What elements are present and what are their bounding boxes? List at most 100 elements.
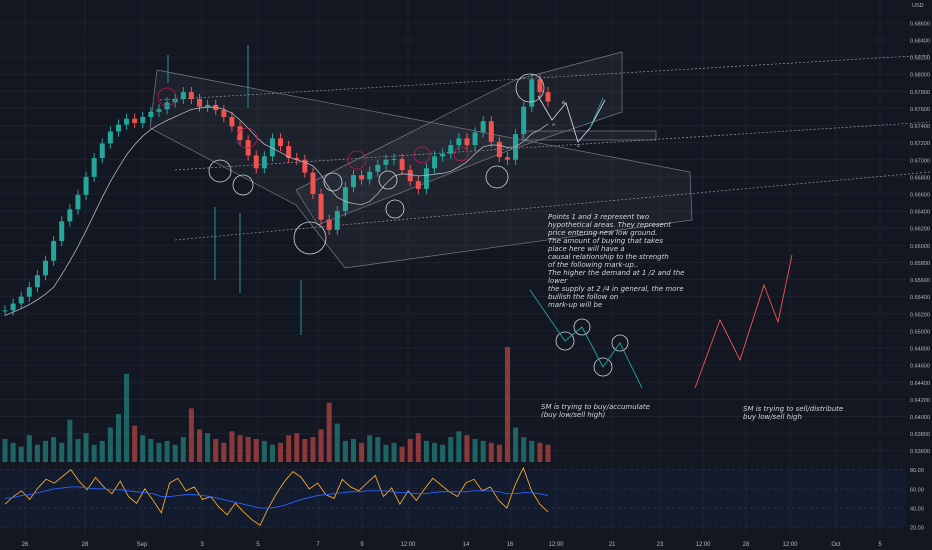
annotation-circles [157, 73, 629, 377]
candle-body [115, 124, 121, 132]
volume-bar [261, 440, 267, 462]
candle-body [521, 106, 527, 135]
x-tick-label: 12:00 [548, 542, 564, 548]
volume-bar [245, 437, 251, 462]
candle-body [407, 170, 413, 182]
candle-body [391, 158, 397, 160]
volume-bar [407, 439, 413, 462]
volume-bar [472, 439, 478, 462]
x-tick-label: 12:00 [400, 542, 416, 548]
volume-bar [383, 444, 389, 462]
volume-bar [496, 444, 502, 462]
candle-body [383, 159, 389, 165]
main-annotation-text: Points 1 and 3 represent two hypothetica… [548, 213, 685, 309]
volume-bar [197, 429, 203, 462]
y-tick-label: 0.64200 [910, 398, 930, 404]
volume-bar [205, 433, 211, 462]
volume-bar [132, 425, 138, 462]
volume-bar [99, 440, 105, 462]
candle-body [529, 79, 535, 107]
candle-body [59, 221, 65, 242]
x-tick-label: 12:00 [695, 542, 711, 548]
accumulation-path [529, 289, 643, 389]
volume-bar [326, 402, 332, 462]
annotation-circle [573, 318, 591, 336]
candle-body [375, 164, 381, 172]
y-tick-label: 0.66000 [910, 244, 930, 250]
volume-bar [286, 435, 292, 462]
y-tick-label: 0.68400 [910, 38, 930, 44]
candle-body [504, 157, 510, 160]
descending-channel [149, 69, 693, 269]
volume-bar [432, 442, 438, 462]
volume-bar [310, 437, 316, 462]
candle-body [480, 121, 486, 133]
volume-bar [237, 435, 243, 462]
volume-bar [221, 442, 227, 462]
annotation-circle [236, 127, 258, 149]
candle-body [91, 158, 97, 177]
volume-bar [213, 439, 219, 462]
accumulate-annotation-text: SM is trying to buy/accumulate (buy low/… [541, 403, 650, 419]
x-tick-label: 28 [82, 542, 89, 548]
volume-bar [67, 419, 73, 462]
volume-bar [188, 408, 194, 462]
target-zone [521, 130, 657, 141]
candle-body [43, 260, 49, 276]
annotation-circle [485, 165, 509, 189]
y-tick-label: 0.66400 [910, 210, 930, 216]
y-tick-label: 0.65000 [910, 329, 930, 335]
volume-bar [367, 435, 373, 462]
annotation-circle [515, 73, 545, 103]
candle-body [537, 79, 543, 93]
y-tick-label: 0.66800 [910, 175, 930, 181]
y-tick-label: 0.65200 [910, 312, 930, 318]
wave-point-label: B [562, 100, 565, 105]
y-tick-label: 0.67600 [910, 107, 930, 113]
candle-body [496, 141, 502, 158]
candle-body [432, 156, 438, 169]
annotation-circle [232, 174, 254, 196]
y-tick-label: 0.65800 [910, 261, 930, 267]
price-candles [2, 74, 551, 316]
volume-bar [334, 423, 340, 462]
y-tick-label: 0.64800 [910, 347, 930, 353]
annotation-circle [157, 87, 177, 107]
volume-bar [59, 442, 65, 462]
volume-bar [529, 440, 535, 462]
volume-bar [43, 440, 49, 462]
candle-body [302, 159, 308, 173]
volume-bar [480, 440, 486, 462]
candle-body [83, 176, 89, 195]
candle-body [415, 181, 421, 189]
volume-bar [350, 439, 356, 462]
candle-body [342, 187, 348, 212]
volume-bar [10, 442, 16, 462]
volume-bar [140, 435, 146, 462]
annotation-circle [453, 146, 469, 162]
volume-bar [164, 440, 170, 462]
oscillator-line [4, 466, 549, 526]
volume-bar [2, 439, 8, 462]
volume-bar [107, 427, 113, 462]
volume-bar [342, 440, 348, 462]
volume-bar [415, 433, 421, 462]
volume-bar [51, 437, 57, 462]
volume-bar [253, 439, 259, 462]
candle-body [334, 211, 340, 230]
candle-body [107, 131, 113, 144]
y-tick-label: 0.63600 [910, 449, 930, 455]
volume-bar [83, 433, 89, 462]
volume-bar [359, 442, 365, 462]
volume-bar [124, 373, 130, 462]
x-tick-label: 5 [256, 542, 260, 548]
candle-body [294, 158, 300, 160]
x-tick-label: 16 [507, 542, 514, 548]
candle-body [318, 193, 324, 220]
candle-body [156, 109, 162, 112]
volume-bar [521, 437, 527, 462]
volume-bar [423, 440, 429, 462]
y-tick-label: 0.67800 [910, 90, 930, 96]
annotation-circle [323, 172, 343, 192]
